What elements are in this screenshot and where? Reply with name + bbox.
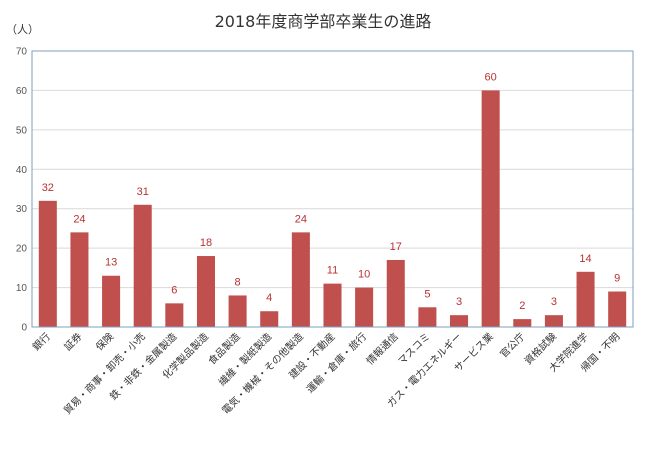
y-tick-label: 50 (16, 125, 28, 136)
bar (70, 232, 89, 327)
x-tick-label: 情報通信 (363, 330, 400, 367)
data-label: 6 (171, 284, 177, 296)
y-tick-label: 20 (16, 244, 28, 255)
data-label: 5 (424, 288, 430, 300)
bars (38, 90, 627, 327)
x-tick-label: 保険 (93, 330, 116, 353)
data-label: 3 (456, 296, 462, 308)
bar (260, 311, 279, 327)
bar (576, 271, 595, 327)
bar (102, 275, 121, 327)
bar (133, 204, 152, 327)
data-label: 17 (390, 241, 402, 253)
bar (544, 315, 563, 327)
y-tick-label: 0 (21, 323, 27, 334)
x-tick-label: 証券 (61, 330, 84, 353)
data-label: 10 (358, 269, 370, 281)
plot-area-border (31, 50, 634, 328)
x-tick-label: 繊維・製紙製造 (216, 330, 275, 389)
data-label: 32 (42, 182, 54, 194)
bar (323, 283, 342, 327)
bar (228, 295, 247, 327)
x-tick-label: 銀行 (30, 330, 53, 353)
y-axis-unit-label: （人） (6, 23, 39, 36)
bar (386, 259, 405, 327)
bar (608, 291, 627, 327)
data-label: 11 (327, 265, 338, 277)
bar (513, 319, 532, 327)
bar (196, 256, 215, 327)
data-label: 9 (614, 273, 620, 285)
data-label: 18 (200, 237, 212, 249)
bar (481, 90, 500, 327)
data-label: 2 (519, 300, 525, 312)
data-label: 14 (579, 253, 591, 265)
y-tick-label: 10 (16, 283, 28, 294)
y-tick-label: 40 (16, 165, 28, 176)
y-tick-label: 70 (16, 47, 28, 58)
bar (450, 315, 469, 327)
y-tick-label: 30 (16, 204, 28, 215)
data-label: 60 (485, 71, 497, 83)
gridlines (32, 89, 633, 289)
data-label: 8 (235, 276, 241, 288)
data-label: 24 (73, 213, 85, 225)
data-label: 4 (266, 292, 272, 304)
data-label: 13 (105, 257, 117, 269)
x-axis-ticks: 銀行 証券 保険貿易・商事・卸売・小売鉄・非鉄・金属製造化学製品製造食品製造繊維・製… (30, 330, 623, 417)
bar (355, 287, 374, 327)
bar (418, 307, 437, 327)
x-tick-label: 官公庁 (497, 330, 527, 360)
y-tick-label: 60 (16, 86, 28, 97)
y-axis-ticks: 0 10 20 30 40 50 60 70 (16, 47, 28, 334)
data-label: 24 (295, 213, 307, 225)
data-labels: 32 24 13 31 6 18 8 4 24 11 10 17 5 3 60 2 3 14 9 (42, 71, 621, 312)
chart-title: 2018年度商学部卒業生の進路 (215, 12, 432, 31)
data-label: 31 (137, 186, 149, 198)
data-label: 3 (551, 296, 557, 308)
bar (165, 303, 184, 327)
bar (291, 232, 310, 327)
bar (38, 200, 57, 327)
